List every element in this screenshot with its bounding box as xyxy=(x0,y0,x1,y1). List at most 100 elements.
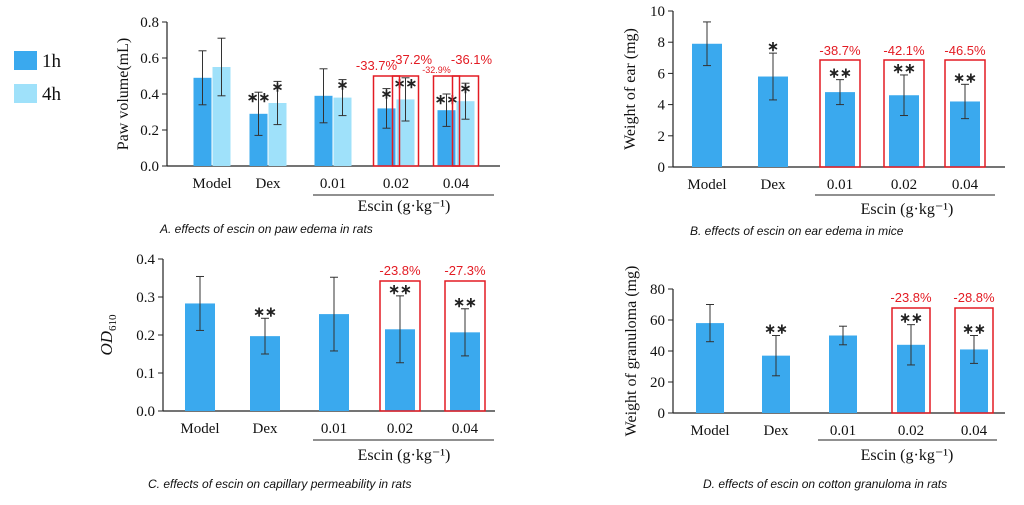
y-tick-label: 0 xyxy=(658,160,666,176)
x-tick-label: 0.02 xyxy=(898,423,924,439)
y-tick-label: 10 xyxy=(650,4,665,20)
significance-mark: ∗∗ xyxy=(247,89,270,105)
significance-mark: ∗∗ xyxy=(953,69,976,85)
y-axis-label: Weight of ear (mg) xyxy=(622,28,639,150)
bar-4h xyxy=(268,103,287,166)
y-tick-label: 0.6 xyxy=(140,51,159,67)
y-tick-label: 0.0 xyxy=(136,404,155,420)
y-tick-label: 80 xyxy=(650,282,665,298)
bar-4h xyxy=(396,99,415,166)
percent-change-label: -37.2% xyxy=(391,52,433,67)
x-tick-label: Model xyxy=(192,176,231,192)
significance-mark: ∗ xyxy=(767,38,779,54)
percent-change-label: -32.9% xyxy=(422,65,451,75)
x-tick-label: Model xyxy=(687,177,726,193)
significance-mark: ∗∗ xyxy=(453,294,476,310)
highlight-box xyxy=(391,75,420,167)
x-tick-label: Dex xyxy=(761,177,786,193)
y-axis-label: Paw volume(mL) xyxy=(115,38,132,150)
x-tick-label: 0.02 xyxy=(387,421,413,437)
x-tick-label: 0.01 xyxy=(320,176,346,192)
significance-mark: ∗∗ xyxy=(962,321,985,337)
percent-change-label: -23.8% xyxy=(890,290,932,305)
y-tick-label: 6 xyxy=(658,66,666,82)
bar-4h xyxy=(456,101,475,166)
x-tick-label: 0.04 xyxy=(452,421,479,437)
bar-4h xyxy=(212,67,231,166)
chart-panel-c: 0.0 0.1 0.2 0.3 0.4 OD610 Model Dex 0.01 0.02 0.04… xyxy=(97,252,495,491)
highlight-box xyxy=(819,59,861,168)
highlight-box xyxy=(444,280,486,412)
panel-caption: C. effects of escin on capillary permeab… xyxy=(148,477,411,491)
bar xyxy=(829,335,857,413)
highlight-box xyxy=(432,75,461,167)
significance-mark: ∗∗ xyxy=(764,321,787,337)
highlight-box xyxy=(372,75,401,167)
panel-caption: D. effects of escin on cotton granuloma … xyxy=(703,477,947,491)
x-tick-label: 0.04 xyxy=(961,423,988,439)
bar-1h xyxy=(314,95,333,166)
significance-mark: ∗∗ xyxy=(388,281,411,297)
x-tick-label: 0.02 xyxy=(383,176,409,192)
significance-mark: ∗ xyxy=(381,86,393,102)
significance-mark: ∗∗ xyxy=(253,303,276,319)
percent-change-label: -38.7% xyxy=(819,43,861,58)
x-tick-label: Model xyxy=(180,421,219,437)
percent-change-label: -23.8% xyxy=(379,263,421,278)
group-label: Escin (g·kg⁻¹) xyxy=(358,198,451,215)
y-tick-label: 4 xyxy=(658,98,666,114)
significance-mark: ∗ xyxy=(337,77,349,93)
y-tick-label: 0.8 xyxy=(140,15,159,31)
y-tick-label: 0 xyxy=(658,406,666,422)
percent-change-label: -46.5% xyxy=(944,43,986,58)
bar-1h xyxy=(437,110,456,166)
y-tick-label: 40 xyxy=(650,344,665,360)
chart-panel-d: 0 20 40 60 80 Weight of granuloma (mg) Model De… xyxy=(623,266,1005,491)
x-tick-label: 0.01 xyxy=(830,423,856,439)
y-tick-label: 0.4 xyxy=(140,87,159,103)
x-tick-label: 0.01 xyxy=(827,177,853,193)
legend-swatch-1h xyxy=(14,51,37,70)
group-label: Escin (g·kg⁻¹) xyxy=(861,447,954,464)
y-tick-label: 20 xyxy=(650,375,665,391)
x-tick-label: 0.04 xyxy=(443,176,470,192)
legend-label-4h: 4h xyxy=(42,84,62,105)
group-label: Escin (g·kg⁻¹) xyxy=(358,447,451,464)
x-tick-label: Dex xyxy=(256,176,281,192)
x-tick-label: 0.01 xyxy=(321,421,347,437)
percent-change-label: -42.1% xyxy=(883,43,925,58)
percent-change-label: -33.7% xyxy=(356,58,398,73)
y-tick-label: 8 xyxy=(658,35,666,51)
percent-change-label: -36.1% xyxy=(451,52,493,67)
highlight-box xyxy=(451,75,480,167)
significance-mark: ∗∗ xyxy=(435,91,458,107)
y-axis-label: Weight of granuloma (mg) xyxy=(623,266,640,437)
y-tick-label: 0.1 xyxy=(136,366,155,382)
highlight-box xyxy=(954,307,994,414)
y-tick-label: 0.4 xyxy=(136,252,155,268)
y-axis-label: OD610 xyxy=(97,314,119,356)
y-tick-label: 2 xyxy=(658,129,666,145)
significance-mark: ∗∗ xyxy=(899,310,922,326)
significance-mark: ∗∗ xyxy=(828,65,851,81)
x-tick-label: Dex xyxy=(764,423,789,439)
bar-1h xyxy=(193,77,212,166)
percent-change-label: -27.3% xyxy=(444,263,486,278)
highlight-box xyxy=(944,59,986,168)
y-tick-label: 0.2 xyxy=(136,328,155,344)
panel-caption: A. effects of escin on paw edema in rats xyxy=(159,222,373,236)
significance-mark: ∗∗ xyxy=(394,75,417,91)
legend-swatch-4h xyxy=(14,84,37,103)
highlight-box xyxy=(883,59,925,168)
bar-4h xyxy=(333,97,352,166)
y-tick-label: 0.0 xyxy=(140,159,159,175)
panel-caption: B. effects of escin on ear edema in mice xyxy=(690,224,904,238)
highlight-box xyxy=(379,280,421,412)
chart-panel-b: 0 2 4 6 8 10 Weight of ear (mg) Model Dex 0.01 0.0… xyxy=(622,4,1005,238)
x-tick-label: Model xyxy=(690,423,729,439)
group-label: Escin (g·kg⁻¹) xyxy=(861,201,954,218)
legend: 1h 4h xyxy=(14,51,62,105)
significance-mark: ∗ xyxy=(460,80,472,96)
bar-1h xyxy=(249,113,268,166)
